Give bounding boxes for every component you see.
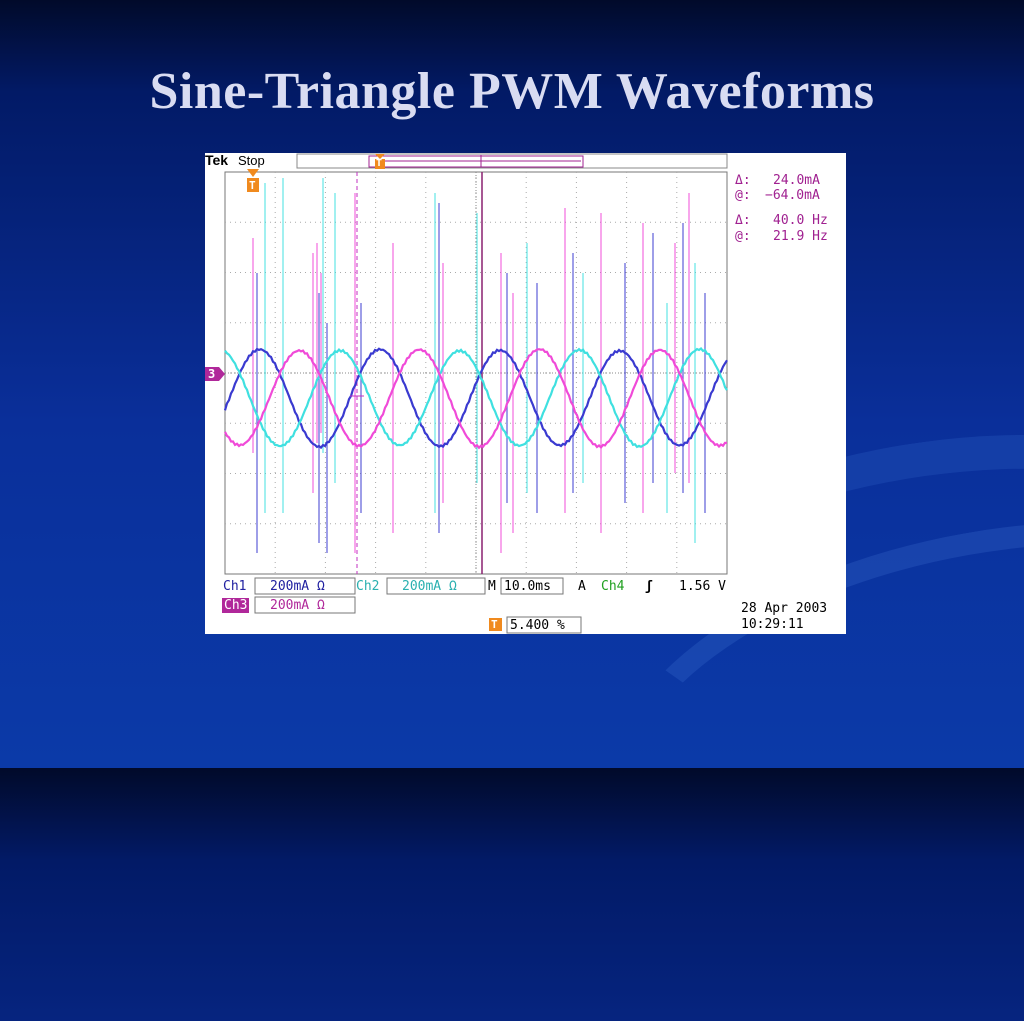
ch3-label: Ch3 <box>222 598 250 613</box>
ch3-ground-marker: 3 <box>208 367 216 381</box>
cursor-at-current-label: @: <box>735 188 751 203</box>
time: 10:29:11 <box>741 617 804 632</box>
ch1-label: Ch1 <box>223 579 247 594</box>
pwm-spikes <box>252 178 706 553</box>
ch1-scale: 200mA Ω <box>270 579 325 594</box>
date: 28 Apr 2003 <box>741 601 828 616</box>
ch1-waveform <box>223 347 728 450</box>
graticule <box>224 171 728 575</box>
trigger-marker-top-shape <box>247 169 259 177</box>
slide-title: Sine-Triangle PWM Waveforms <box>149 63 875 120</box>
trigger-position: 5.400 % <box>510 618 565 633</box>
cursor-delta-current-label: Δ: <box>735 173 751 188</box>
ch3-waveform <box>224 348 727 450</box>
trigger-channel: Ch4 <box>601 579 625 594</box>
ch3-scale: 200mA Ω <box>270 598 325 613</box>
brand-logo: Tek <box>205 152 229 168</box>
ch3-ground-marker-shape <box>205 367 225 381</box>
trigger-slope-icon: ʃ <box>645 579 653 594</box>
ch2-scale: 200mA Ω <box>402 579 457 594</box>
trigger-level: 1.56 V <box>679 579 726 594</box>
oscilloscope-display <box>205 153 728 634</box>
ch2-label: Ch2 <box>356 579 380 594</box>
cursor-at-freq-label: @: <box>735 229 751 244</box>
oscilloscope-screenshot: Tek Stop T T 3 Δ: 24.0mA @: −64.0mA Δ: 4… <box>205 153 846 634</box>
trigger-source-label: A <box>578 579 586 594</box>
acquisition-state: Stop <box>238 153 265 168</box>
cursor-delta-current-value: 24.0mA <box>773 173 820 188</box>
trigger-marker-bottom: T <box>491 618 498 631</box>
timebase-value: 10.0ms <box>504 579 551 594</box>
ch2-waveform <box>224 346 728 449</box>
cursor-delta-freq-value: 40.0 Hz <box>773 213 828 228</box>
trigger-marker-top: T <box>249 179 256 192</box>
trigger-position-marker: T <box>376 158 383 169</box>
cursor-delta-freq-label: Δ: <box>735 213 751 228</box>
cursor-at-freq-value: 21.9 Hz <box>773 229 828 244</box>
timebase-label: M <box>488 579 496 594</box>
cursor-at-current-value: −64.0mA <box>765 188 820 203</box>
